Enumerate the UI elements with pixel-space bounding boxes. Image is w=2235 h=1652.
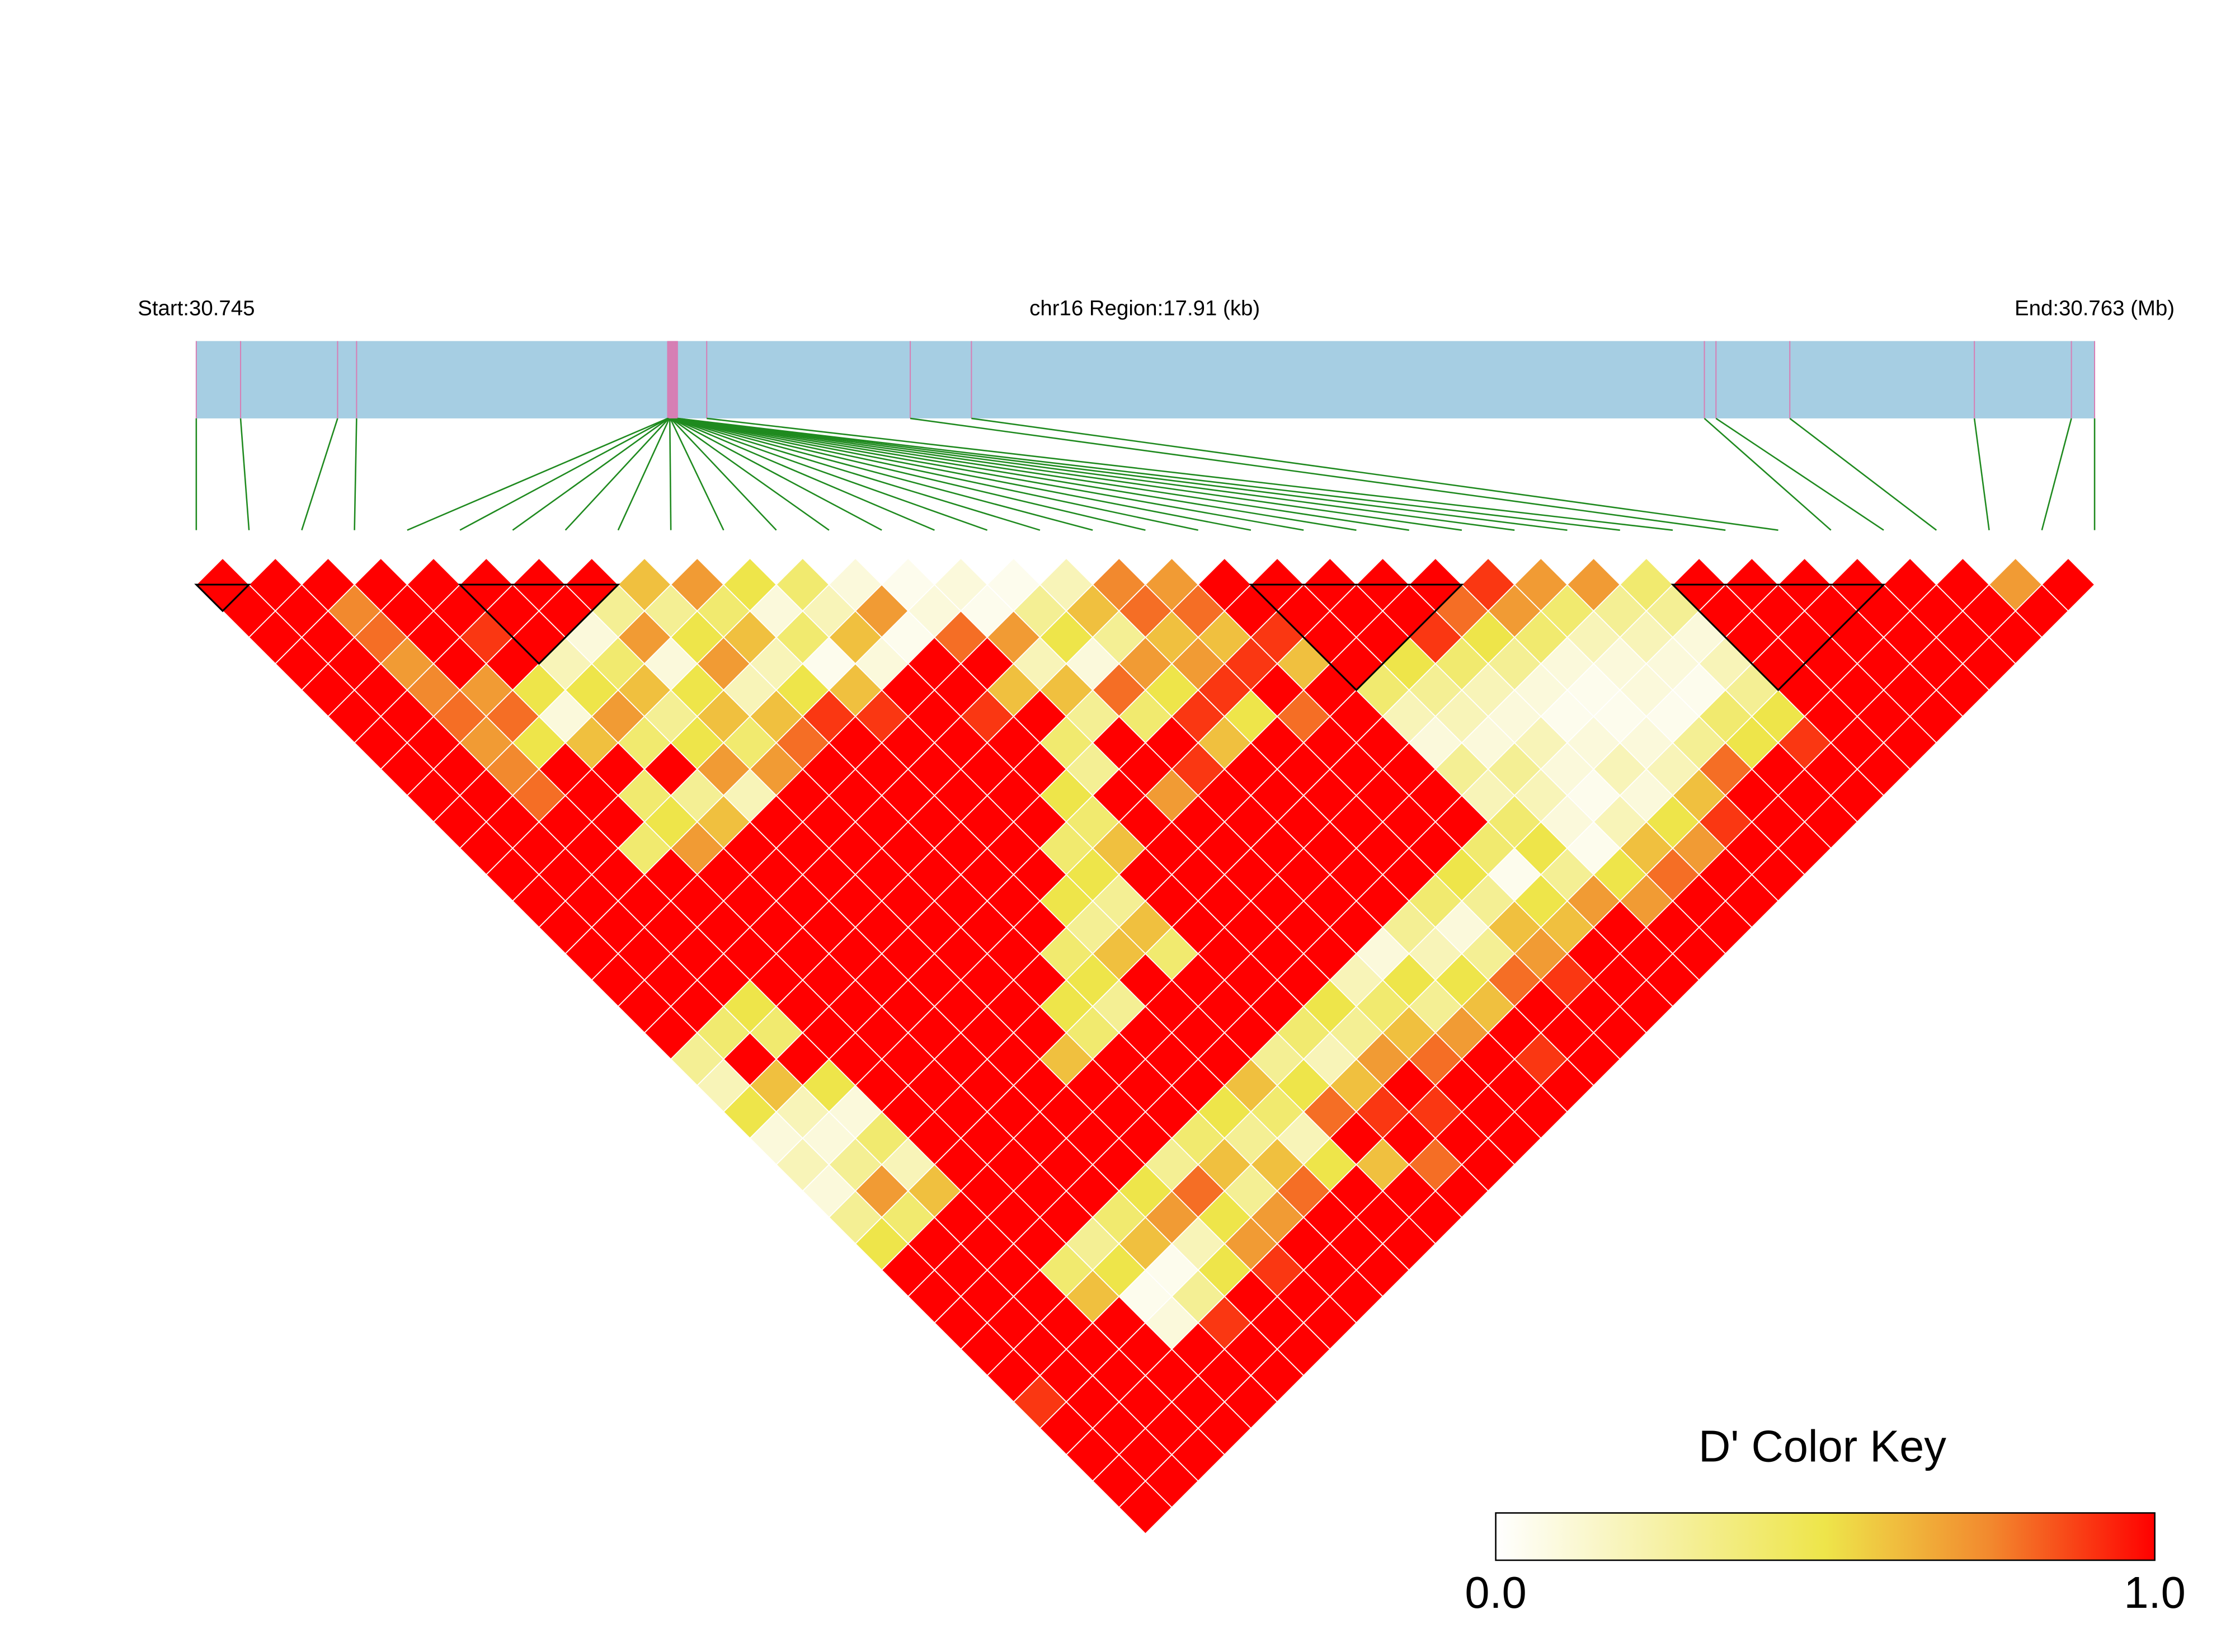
snp-connector xyxy=(676,417,1568,531)
region-bar xyxy=(196,341,2095,418)
snp-connector xyxy=(670,418,777,531)
snp-connector xyxy=(674,417,1251,531)
snp-connector xyxy=(564,418,670,531)
x-tick-label: End:30.763 (Mb) xyxy=(2015,296,2175,320)
snp-connector xyxy=(2041,418,2072,531)
snp-connector xyxy=(1973,418,1990,530)
snp-connector xyxy=(301,418,338,531)
ld-block xyxy=(458,583,620,665)
ld-cell xyxy=(2041,557,2096,612)
snp-connector xyxy=(677,417,1620,531)
snp-connector xyxy=(672,417,1041,531)
snp-connector xyxy=(672,417,1093,531)
snp-connector xyxy=(674,417,1198,531)
snp-connector xyxy=(239,418,250,530)
snp-connector xyxy=(910,417,1726,531)
snp-connector xyxy=(672,417,988,531)
snp-connector xyxy=(671,417,935,531)
snp-connector xyxy=(670,417,830,531)
snp-connector xyxy=(675,417,1304,531)
color-key xyxy=(1495,1512,2156,1561)
snp-connector xyxy=(1704,417,1832,531)
snp-connector xyxy=(1789,417,1937,531)
ld-block xyxy=(194,583,251,613)
snp-connector xyxy=(707,417,1673,531)
snp-connector xyxy=(673,417,1146,531)
x-tick-label: Start:30.745 xyxy=(138,296,255,320)
snp-connector xyxy=(1715,417,1884,531)
region-label: chr16 Region:17.91 (kb) xyxy=(1029,296,1260,320)
ld-cells xyxy=(195,557,2096,1535)
snp-connector xyxy=(407,417,668,531)
snp-connector xyxy=(676,417,1462,531)
snp-connector xyxy=(676,417,1515,531)
snp-connector xyxy=(971,417,1778,531)
ld-block xyxy=(1671,583,1886,691)
snp-connector xyxy=(669,418,724,531)
snp-connector xyxy=(675,417,1409,531)
snp-connector xyxy=(512,417,669,531)
snp-connector xyxy=(354,418,357,530)
snp-connector xyxy=(675,417,1357,531)
key-title: D' Color Key xyxy=(1698,1422,1946,1471)
snp-connector xyxy=(617,418,670,531)
key-tick-label: 1.0 xyxy=(2124,1568,2185,1617)
snp-connector xyxy=(669,418,672,530)
key-tick-label: 0.0 xyxy=(1465,1568,1526,1617)
snp-connector xyxy=(459,417,669,531)
ld-block xyxy=(1249,583,1464,691)
snp-connector xyxy=(671,417,882,531)
